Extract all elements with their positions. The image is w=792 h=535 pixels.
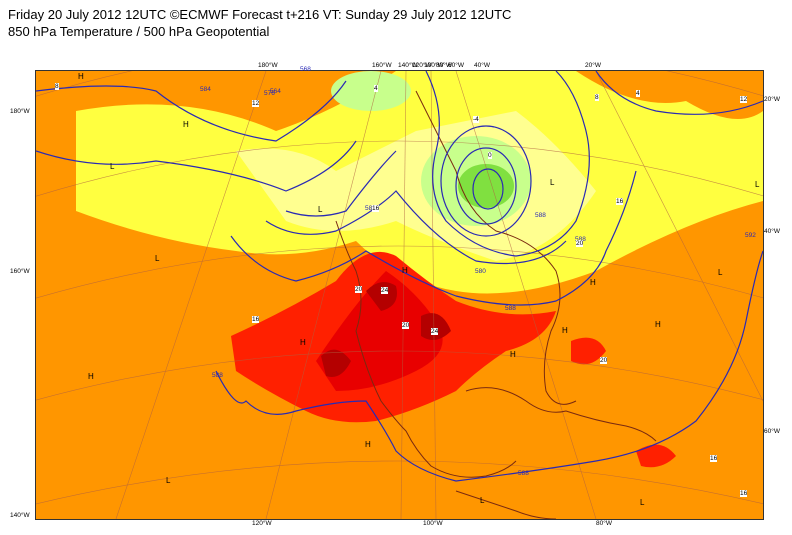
pressure-mark: H <box>655 320 661 329</box>
cold-core-inner <box>458 164 514 208</box>
lat-label-right: 60°W <box>764 428 780 435</box>
lon-label-bottom: 100°W <box>423 520 443 527</box>
lon-label-top: 160°W <box>372 62 392 69</box>
lat-label-left: 140°W <box>10 512 30 519</box>
pressure-mark: H <box>510 350 516 359</box>
lon-label-top: 100°W <box>424 62 444 69</box>
contour-label: 580 <box>475 268 486 275</box>
lon-label-top: 20°W <box>585 62 601 69</box>
pressure-mark: H <box>590 278 596 287</box>
temp-label: 4 <box>374 85 378 92</box>
contour-label: 588 <box>518 470 529 477</box>
temp-label: 4 <box>636 90 640 97</box>
temp-label: 16 <box>616 198 624 205</box>
lon-label-bottom: 120°W <box>252 520 272 527</box>
contour-label: 576 <box>264 90 275 97</box>
contour-label: 568 <box>300 66 311 73</box>
temp-label: 8 <box>55 83 59 90</box>
pressure-mark: L <box>166 476 171 485</box>
temp-label: 16 <box>710 455 718 462</box>
contour-label: 588 <box>535 212 546 219</box>
lon-label-bottom: 80°W <box>596 520 612 527</box>
pressure-mark: H <box>183 120 189 129</box>
pressure-mark: L <box>755 180 760 189</box>
contour-label: 588 <box>505 305 516 312</box>
pressure-mark: L <box>318 205 323 214</box>
heat-patch-east <box>571 337 606 365</box>
lat-label-right: 40°W <box>764 228 780 235</box>
pressure-mark: H <box>300 338 306 347</box>
temp-label: 24 <box>381 287 389 294</box>
temp-label: 8 <box>595 94 599 101</box>
pressure-mark: L <box>110 162 115 171</box>
map-canvas <box>36 71 763 519</box>
temp-label: 12 <box>740 96 748 103</box>
lat-label-left: 160°W <box>10 268 30 275</box>
pressure-mark: H <box>402 266 408 275</box>
graticule <box>36 71 763 519</box>
contour-label: 588 <box>575 236 586 243</box>
contour-label: 584 <box>200 86 211 93</box>
temp-label: 20 <box>576 240 584 247</box>
pressure-mark: H <box>365 440 371 449</box>
heat-dome-max-2 <box>321 349 351 377</box>
arctic-cold-patch <box>331 71 411 111</box>
temp-label: 20 <box>600 357 608 364</box>
contour-label: 580 <box>365 205 376 212</box>
contour-label: 588 <box>212 372 223 379</box>
contour-label: 564 <box>270 88 281 95</box>
pressure-mark: L <box>550 178 555 187</box>
weather-map <box>35 70 764 520</box>
pressure-mark: L <box>718 268 723 277</box>
contour-label: 592 <box>745 232 756 239</box>
lat-label-right: 20°W <box>764 96 780 103</box>
pressure-mark: H <box>78 72 84 81</box>
pressure-mark: H <box>562 326 568 335</box>
lon-label-top: 40°W <box>474 62 490 69</box>
temp-label: 16 <box>252 316 260 323</box>
temp-label: 12 <box>252 100 260 107</box>
temp-label: 16 <box>372 205 380 212</box>
geopotential-contours <box>36 71 763 482</box>
heat-dome-max <box>366 282 397 311</box>
temp-label: 20 <box>355 286 363 293</box>
lon-label-top: 180°W <box>258 62 278 69</box>
temp-label: -4 <box>473 116 479 123</box>
lat-label-left: 180°W <box>10 108 30 115</box>
forecast-title: Friday 20 July 2012 12UTC ©ECMWF Forecas… <box>8 7 512 22</box>
temp-label: 16 <box>740 490 748 497</box>
coastlines <box>335 90 657 519</box>
heat-dome-max-3 <box>421 313 451 340</box>
pressure-mark: L <box>155 254 160 263</box>
temp-label: 24 <box>431 328 439 335</box>
pressure-mark: L <box>480 496 485 505</box>
temp-label: 20 <box>402 322 410 329</box>
heat-patch-south <box>636 444 676 468</box>
lon-label-top: 60°W <box>448 62 464 69</box>
lon-label-top: 140°W <box>398 62 418 69</box>
map-title-block: Friday 20 July 2012 12UTC ©ECMWF Forecas… <box>8 6 511 40</box>
pressure-mark: H <box>88 372 94 381</box>
lon-label-top: 120°W <box>412 62 432 69</box>
field-title: 850 hPa Temperature / 500 hPa Geopotenti… <box>8 24 270 39</box>
temp-label: 0 <box>488 152 492 159</box>
pressure-mark: L <box>640 498 645 507</box>
lon-label-top: 80°W <box>436 62 452 69</box>
